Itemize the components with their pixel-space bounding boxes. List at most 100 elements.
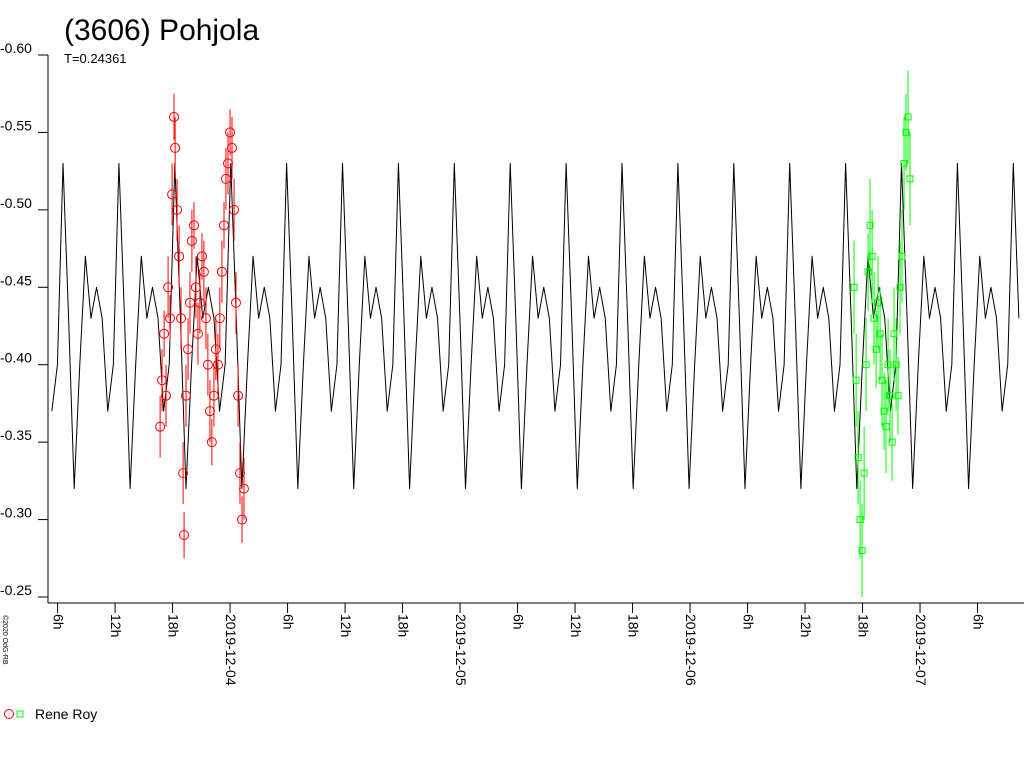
data-point bbox=[183, 344, 194, 355]
data-point bbox=[900, 159, 908, 167]
y-tick-label: -0.40 bbox=[0, 350, 32, 366]
data-point bbox=[155, 421, 166, 432]
data-point bbox=[180, 390, 191, 401]
data-point bbox=[208, 390, 219, 401]
x-tick-label: 2019-12-07 bbox=[913, 614, 929, 686]
data-point bbox=[190, 282, 201, 293]
data-point bbox=[233, 390, 244, 401]
data-point bbox=[220, 173, 231, 184]
data-point bbox=[878, 376, 886, 384]
x-tick-label: 12h bbox=[108, 614, 124, 637]
data-point bbox=[157, 375, 168, 386]
data-point bbox=[196, 251, 207, 262]
legend-label: Rene Roy bbox=[35, 706, 97, 722]
data-point bbox=[222, 158, 233, 169]
chart-subtitle: T=0.24361 bbox=[64, 51, 127, 66]
x-tick-label: 18h bbox=[626, 614, 642, 637]
data-point bbox=[868, 252, 876, 260]
data-point bbox=[210, 344, 221, 355]
data-point bbox=[198, 266, 209, 277]
x-tick-label: 18h bbox=[166, 614, 182, 637]
data-point bbox=[214, 313, 225, 324]
credit: ©2020 OdG-RB bbox=[1, 615, 9, 665]
data-point bbox=[890, 330, 898, 338]
data-point bbox=[864, 268, 872, 276]
data-point bbox=[876, 330, 884, 338]
data-point bbox=[882, 423, 890, 431]
x-tick-label: 6h bbox=[511, 614, 527, 630]
data-point bbox=[904, 113, 912, 121]
data-point bbox=[172, 204, 183, 215]
data-point bbox=[902, 128, 910, 136]
data-point bbox=[866, 221, 874, 229]
data-point bbox=[894, 392, 902, 400]
data-point bbox=[850, 283, 858, 291]
x-tick-label: 2019-12-06 bbox=[683, 614, 699, 686]
data-point bbox=[862, 361, 870, 369]
y-tick-label: -0.30 bbox=[0, 505, 32, 521]
data-point bbox=[206, 437, 217, 448]
data-point bbox=[898, 252, 906, 260]
x-tick-label: 12h bbox=[568, 614, 584, 637]
data-point bbox=[886, 392, 894, 400]
data-point bbox=[161, 390, 172, 401]
data-point bbox=[230, 297, 241, 308]
x-tick-label: 2019-12-04 bbox=[223, 614, 239, 686]
data-point bbox=[234, 468, 245, 479]
data-point bbox=[186, 235, 197, 246]
data-point bbox=[219, 220, 230, 231]
data-point bbox=[880, 407, 888, 415]
data-point bbox=[202, 359, 213, 370]
data-point bbox=[872, 345, 880, 353]
data-point bbox=[874, 299, 882, 307]
data-point bbox=[229, 204, 240, 215]
data-point bbox=[854, 454, 862, 462]
y-tick-label: -0.45 bbox=[0, 272, 32, 288]
data-point bbox=[216, 266, 227, 277]
data-point bbox=[200, 313, 211, 324]
data-point bbox=[906, 175, 914, 183]
data-point bbox=[176, 313, 187, 324]
x-tick-label: 12h bbox=[338, 614, 354, 637]
y-tick-label: -0.35 bbox=[0, 427, 32, 443]
legend-marker bbox=[4, 709, 14, 719]
legend-marker bbox=[16, 710, 24, 718]
y-tick-label: -0.50 bbox=[0, 195, 32, 211]
x-tick-label: 18h bbox=[396, 614, 412, 637]
y-tick-label: -0.25 bbox=[0, 582, 32, 598]
data-point bbox=[237, 514, 248, 525]
x-tick-label: 18h bbox=[856, 614, 872, 637]
x-tick-label: 6h bbox=[971, 614, 987, 630]
data-point bbox=[892, 361, 900, 369]
data-point bbox=[870, 314, 878, 322]
y-tick-label: -0.55 bbox=[0, 117, 32, 133]
data-point bbox=[204, 406, 215, 417]
x-tick-label: 2019-12-05 bbox=[453, 614, 469, 686]
data-point bbox=[169, 111, 180, 122]
data-point bbox=[896, 283, 904, 291]
data-point bbox=[170, 142, 181, 153]
data-point bbox=[194, 297, 205, 308]
x-tick-label: 6h bbox=[281, 614, 297, 630]
data-point bbox=[174, 251, 185, 262]
data-point bbox=[192, 328, 203, 339]
data-point bbox=[178, 468, 189, 479]
x-tick-label: 6h bbox=[51, 614, 67, 630]
data-point bbox=[238, 483, 249, 494]
data-point bbox=[226, 142, 237, 153]
data-point bbox=[884, 361, 892, 369]
data-point bbox=[159, 328, 170, 339]
data-point bbox=[225, 127, 236, 138]
data-point bbox=[179, 530, 190, 541]
data-point bbox=[165, 313, 176, 324]
data-point bbox=[852, 376, 860, 384]
data-point bbox=[212, 359, 223, 370]
data-point bbox=[163, 282, 174, 293]
data-point bbox=[858, 547, 866, 555]
data-point bbox=[856, 516, 864, 524]
x-tick-label: 12h bbox=[798, 614, 814, 637]
data-point bbox=[860, 469, 868, 477]
chart-title: (3606) Pohjola bbox=[64, 14, 259, 47]
